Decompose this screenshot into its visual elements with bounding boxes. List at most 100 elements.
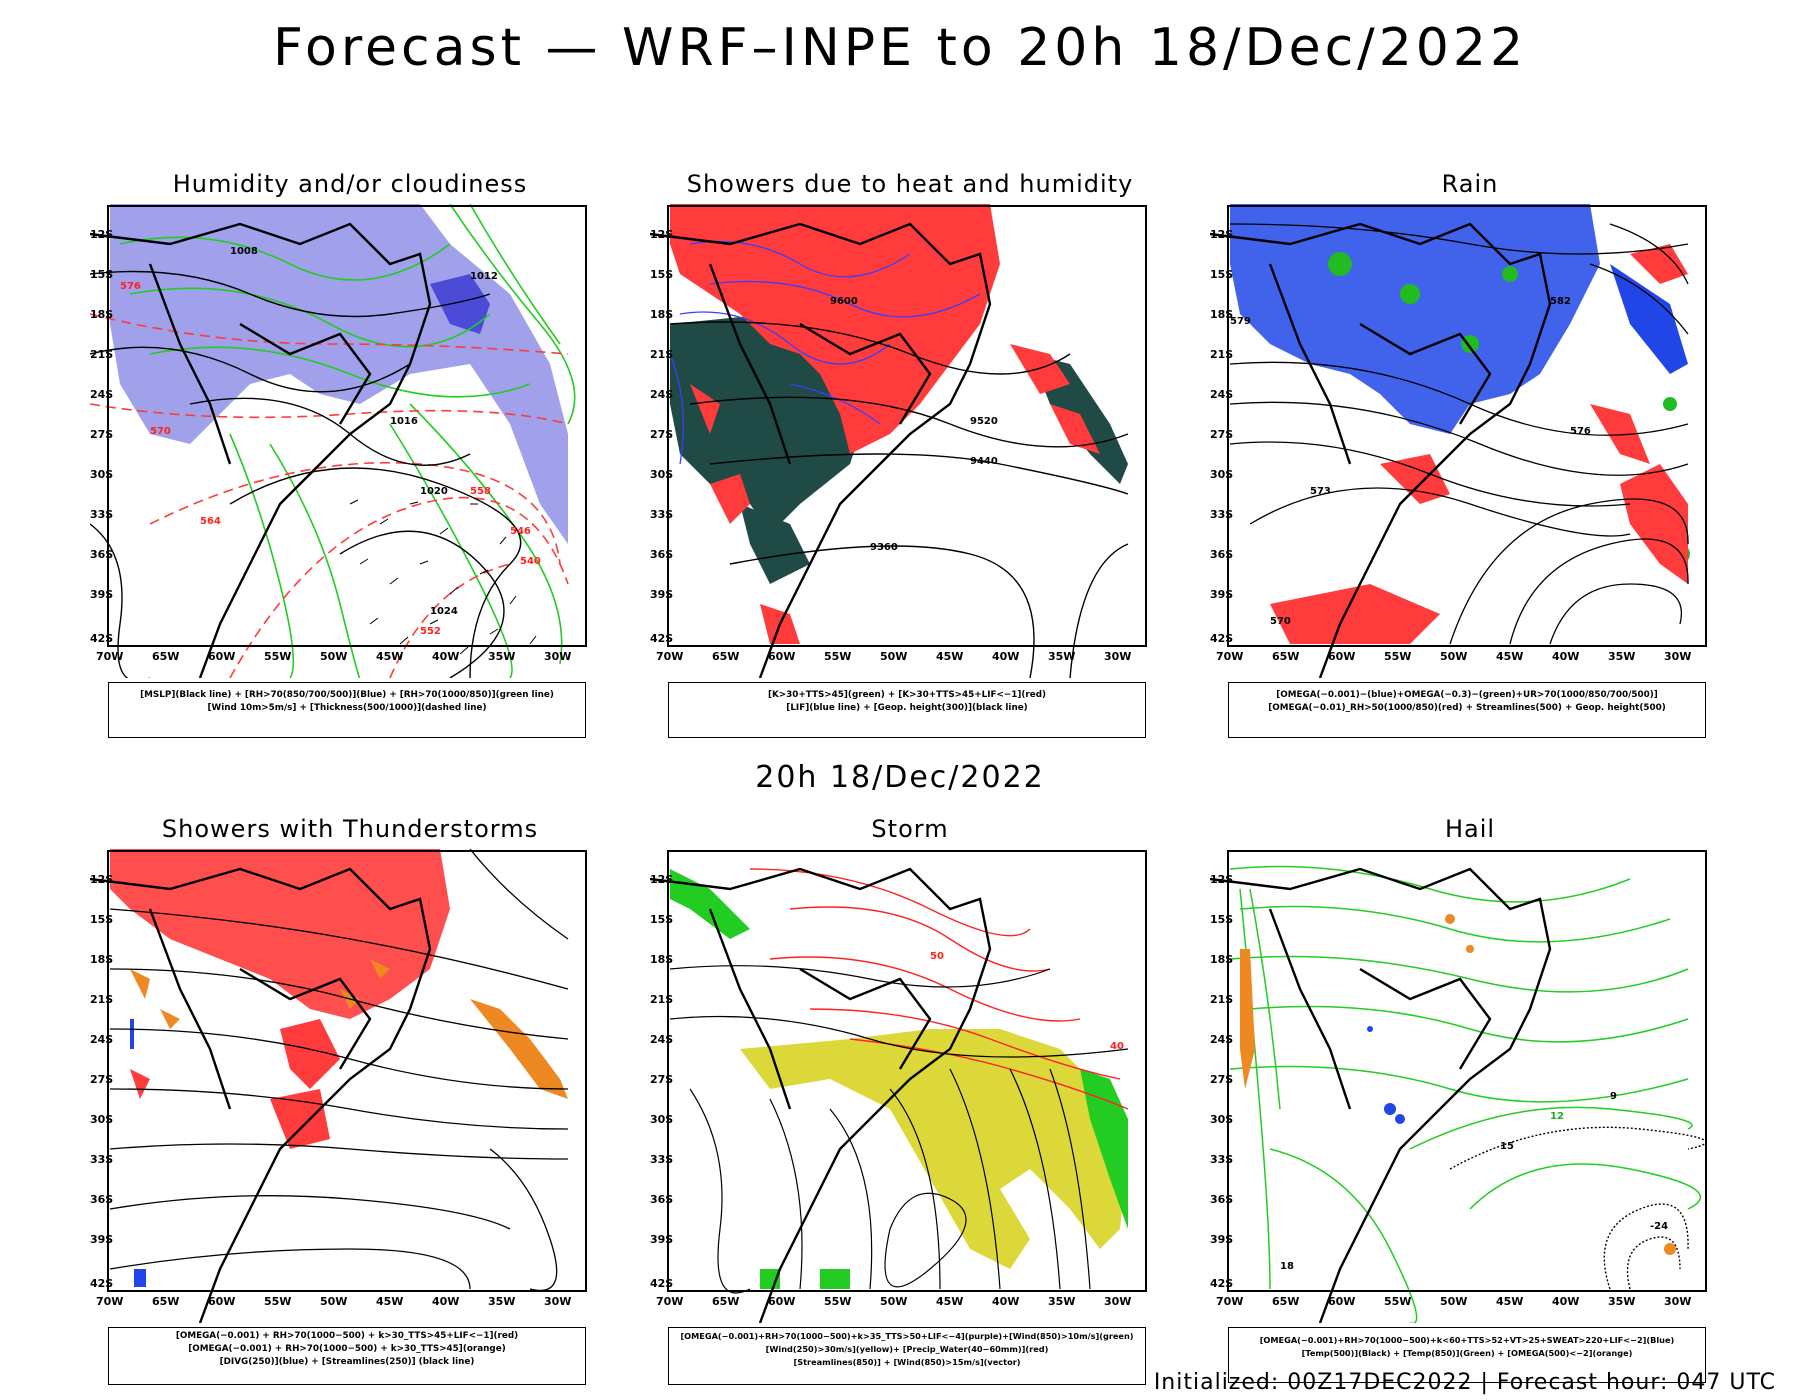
contour-label: 1016 — [390, 416, 418, 427]
svg-text:24S: 24S — [650, 388, 673, 401]
red-omega-fill — [1270, 244, 1688, 644]
panel-humidity: Humidity and/or cloudiness — [90, 170, 610, 740]
legend-line: [OMEGA(−0.001) + RH>70(1000−500) + k>30_… — [188, 1344, 506, 1354]
svg-text:35W: 35W — [488, 650, 515, 663]
svg-text:30W: 30W — [544, 1295, 571, 1308]
contour-label: 552 — [420, 626, 441, 637]
map-humidity: 1008 1012 1016 1020 1024 576 570 564 558… — [90, 204, 587, 678]
lon-axis-labels: 70W 65W 60W 55W 50W 45W 40W 35W 30W — [1216, 650, 1691, 663]
svg-text:27S: 27S — [650, 428, 673, 441]
footer-init-info: Initialized: 00Z17DEC2022 | Forecast hou… — [1153, 1370, 1776, 1395]
svg-text:50W: 50W — [880, 650, 907, 663]
contour-label: 582 — [1550, 296, 1571, 307]
svg-text:35W: 35W — [1608, 650, 1635, 663]
legend-line: [LIF](blue line) + [Geop. height(300)](b… — [786, 703, 1028, 713]
lat-axis-labels: 12S 15S 18S 21S 24S 27S 30S 33S 36S 39S … — [1210, 873, 1233, 1290]
streamlines-250 — [109, 849, 569, 1291]
svg-text:70W: 70W — [96, 1295, 123, 1308]
contour-label: 576 — [1570, 426, 1591, 437]
svg-text:12S: 12S — [1210, 873, 1233, 886]
svg-text:35W: 35W — [1048, 1295, 1075, 1308]
contour-label: 40 — [1110, 1041, 1124, 1052]
blue-divg — [130, 1019, 146, 1287]
svg-text:45W: 45W — [936, 650, 963, 663]
svg-text:24S: 24S — [90, 388, 113, 401]
svg-text:70W: 70W — [656, 1295, 683, 1308]
svg-text:27S: 27S — [650, 1073, 673, 1086]
main-title: Forecast — WRF–INPE to 20h 18/Dec/2022 — [272, 18, 1528, 78]
svg-text:12S: 12S — [650, 873, 673, 886]
svg-text:33S: 33S — [90, 508, 113, 521]
lat-axis-labels: 12S 15S 18S 21S 24S 27S 30S 33S 36S 39S … — [90, 873, 113, 1290]
thickness-red-dashed — [90, 313, 569, 678]
country-borders — [90, 222, 432, 678]
contour-labels: 1008 1012 1016 1020 1024 576 570 564 558… — [120, 246, 541, 637]
svg-text:15S: 15S — [1210, 913, 1233, 926]
svg-text:39S: 39S — [1210, 1233, 1233, 1246]
svg-text:70W: 70W — [1216, 650, 1243, 663]
svg-text:70W: 70W — [96, 650, 123, 663]
svg-text:30W: 30W — [1104, 650, 1131, 663]
svg-text:21S: 21S — [90, 348, 113, 361]
panel-title: Showers due to heat and humidity — [686, 170, 1134, 198]
legend-line: [Wind(250)>30m/s](yellow)+ [Precip_Water… — [765, 1344, 1049, 1354]
svg-text:18S: 18S — [650, 953, 673, 966]
svg-text:39S: 39S — [650, 1233, 673, 1246]
svg-text:24S: 24S — [90, 1033, 113, 1046]
svg-text:40W: 40W — [1552, 1295, 1579, 1308]
svg-text:40W: 40W — [992, 650, 1019, 663]
map-thunderstorms: 12S 15S 18S 21S 24S 27S 30S 33S 36S 39S … — [90, 849, 587, 1323]
svg-text:40W: 40W — [992, 1295, 1019, 1308]
precip-water-red-lines — [749, 868, 1129, 1110]
svg-text:15S: 15S — [650, 268, 673, 281]
lat-axis-labels: 12S 15S 18S 21S 24S 27S 30S 33S 36S 39S … — [650, 228, 673, 645]
panel-title: Hail — [1444, 815, 1496, 843]
svg-text:12S: 12S — [650, 228, 673, 241]
svg-text:15S: 15S — [1210, 268, 1233, 281]
svg-text:50W: 50W — [320, 650, 347, 663]
contour-label: 9520 — [970, 416, 998, 427]
legend-box: [OMEGA(−0.001) + RH>70(1000−500) + k>30_… — [108, 1327, 586, 1385]
svg-text:18S: 18S — [1210, 953, 1233, 966]
svg-text:65W: 65W — [152, 650, 179, 663]
svg-text:15S: 15S — [90, 268, 113, 281]
svg-text:39S: 39S — [90, 588, 113, 601]
svg-text:39S: 39S — [1210, 588, 1233, 601]
streamlines-500 — [1229, 223, 1689, 645]
panel-title: Humidity and/or cloudiness — [172, 170, 528, 198]
panel-hail: Hail — [1210, 815, 1730, 1385]
legend-line: [DIVG(250)](blue) + [Streamlines(250)] (… — [219, 1357, 475, 1367]
lon-axis-labels: 70W 65W 60W 55W 50W 45W 40W 35W 30W — [96, 1295, 571, 1308]
svg-text:40W: 40W — [432, 1295, 459, 1308]
svg-text:36S: 36S — [650, 548, 673, 561]
svg-text:65W: 65W — [152, 1295, 179, 1308]
svg-text:55W: 55W — [824, 1295, 851, 1308]
contour-label: 579 — [1230, 316, 1251, 327]
svg-text:40W: 40W — [1552, 650, 1579, 663]
svg-text:60W: 60W — [1328, 650, 1355, 663]
country-borders — [650, 867, 992, 1323]
contour-label: 558 — [470, 486, 491, 497]
legend-box: [K>30+TTS>45](green) + [K>30+TTS>45+LIF<… — [668, 682, 1146, 738]
svg-text:30S: 30S — [90, 468, 113, 481]
svg-text:50W: 50W — [320, 1295, 347, 1308]
contour-label: 1024 — [430, 606, 458, 617]
map-rain: 582 579 576 573 570 12S 15S 18S 21S 24S … — [1210, 204, 1707, 678]
contour-label: 570 — [150, 426, 171, 437]
contour-label: 570 — [1270, 616, 1291, 627]
temp500-black-lines — [1449, 1126, 1707, 1290]
contour-label: 540 — [520, 556, 541, 567]
svg-text:18S: 18S — [650, 308, 673, 321]
country-borders — [1210, 222, 1552, 678]
svg-text:30S: 30S — [650, 468, 673, 481]
lon-axis-labels: 70W 65W 60W 55W 50W 45W 40W 35W 30W — [1216, 1295, 1691, 1308]
contour-label: -24 — [1650, 1221, 1668, 1232]
svg-text:36S: 36S — [1210, 548, 1233, 561]
rh-green-lines — [119, 204, 576, 678]
geop-black-lines — [669, 321, 1129, 678]
svg-text:50W: 50W — [1440, 650, 1467, 663]
svg-text:55W: 55W — [264, 650, 291, 663]
svg-text:42S: 42S — [90, 1277, 113, 1290]
legend-line: [OMEGA(−0.001)−(blue)+OMEGA(−0.3)−(green… — [1276, 690, 1658, 700]
contour-label: 576 — [120, 281, 141, 292]
